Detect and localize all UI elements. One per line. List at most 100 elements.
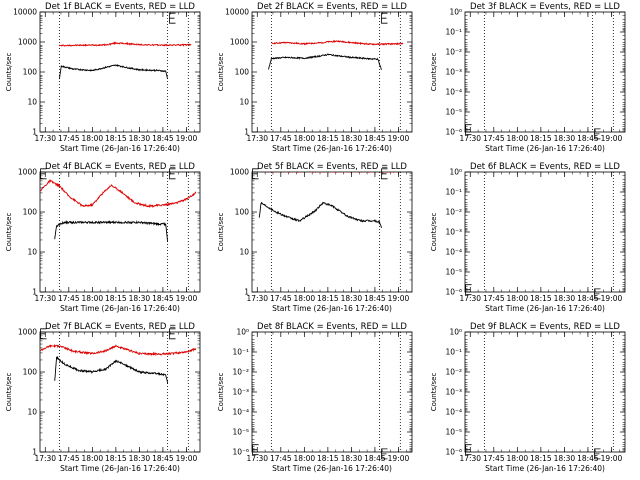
plot-frame [464,331,626,453]
x-tick-label: 18:45 [364,134,386,143]
x-tick-label: 18:45 [364,454,386,463]
y-tick-label: 1000 [18,168,37,177]
y-tick-label: 10 [239,248,249,257]
x-tick-label: 18:15 [105,294,127,303]
e-marker [465,284,472,296]
x-tick-label: 18:00 [82,134,104,143]
x-tick-label: 18:45 [152,294,174,303]
y-tick-label: 100 [23,368,38,377]
x-tick-label: 18:30 [554,294,576,303]
x-tick-label: 18:15 [317,134,339,143]
y-tick-label: 10000 [225,8,249,17]
e-marker [169,328,176,340]
x-tick-label: 18:00 [294,134,316,143]
y-tick-label: 10⁰ [449,168,462,177]
e-marker [169,168,176,180]
y-tick-label: 1 [32,448,37,457]
panel-title: Det 8f BLACK = Events, RED = LLD [257,322,407,332]
plot-frame [39,11,201,133]
x-axis-label: Start Time (26-Jan-16 17:26:40) [485,304,605,313]
x-tick-label: 17:30 [459,294,481,303]
x-tick-label: 18:45 [577,134,599,143]
y-tick-label: 100 [23,208,38,217]
y-tick-label: 1 [32,288,37,297]
y-tick-label: 10 [239,98,249,107]
x-tick-label: 18:30 [129,294,151,303]
panel-title: Det 5f BLACK = Events, RED = LLD [257,162,407,172]
y-tick-label: 10⁻⁵ [445,428,462,437]
panel-7: Det 7f BLACK = Events, RED = LLD 1 10 100 10… [5,322,201,473]
x-tick-label: 18:45 [577,454,599,463]
y-axis-label: Counts/sec [217,373,225,412]
x-tick-label: 17:45 [58,294,80,303]
e-marker [465,444,472,456]
plot-frame [251,331,413,453]
x-tick-label: 19:00 [176,454,198,463]
e-marker [252,168,259,180]
x-tick-label: 18:15 [317,454,339,463]
y-tick-label: 100 [235,208,250,217]
y-tick-label: 10⁰ [236,328,249,337]
y-tick-label: 10⁻⁴ [232,408,249,417]
x-tick-label: 19:00 [601,454,623,463]
plot-frame [39,171,201,293]
panel-title: Det 2f BLACK = Events, RED = LLD [257,2,407,12]
x-tick-label: 17:45 [483,134,505,143]
y-tick-label: 10⁻⁴ [445,408,462,417]
plot-frame [251,171,413,293]
y-tick-label: 10⁻³ [445,388,462,397]
panel-title: Det 7f BLACK = Events, RED = LLD [45,322,195,332]
y-tick-label: 10⁻⁴ [445,88,462,97]
series-line-black [54,219,169,242]
x-tick-label: 18:30 [554,134,576,143]
x-tick-label: 17:30 [34,454,56,463]
panel-6: Det 6f BLACK = Events, RED = LLD 10⁻⁶ 10⁻⁵… [430,162,626,313]
y-tick-label: 10⁻¹ [445,348,462,357]
x-tick-label: 17:45 [483,454,505,463]
x-tick-label: 18:30 [341,294,363,303]
y-tick-label: 10⁻¹ [445,188,462,197]
x-tick-label: 18:30 [129,134,151,143]
series-line-black [258,201,382,229]
x-tick-label: 19:00 [388,294,410,303]
x-tick-label: 17:45 [483,294,505,303]
x-axis-label: Start Time (26-Jan-16 17:26:40) [272,464,392,473]
panel-title: Det 3f BLACK = Events, RED = LLD [470,2,620,12]
x-tick-label: 18:15 [317,294,339,303]
x-tick-label: 18:45 [577,294,599,303]
x-tick-label: 18:00 [82,294,104,303]
x-tick-label: 18:00 [507,454,529,463]
x-tick-label: 18:30 [554,454,576,463]
panel-1: Det 1f BLACK = Events, RED = LLD 1 10 100 10… [5,2,201,153]
panel-title: Det 6f BLACK = Events, RED = LLD [470,162,620,172]
x-axis-label: Start Time (26-Jan-16 17:26:40) [485,464,605,473]
x-tick-label: 18:45 [364,294,386,303]
y-tick-label: 10⁻³ [445,68,462,77]
y-tick-label: 1000 [230,38,249,47]
y-tick-label: 10⁰ [449,8,462,17]
y-axis-label: Counts/sec [5,373,13,412]
x-tick-label: 17:45 [270,454,292,463]
panel-8: Det 8f BLACK = Events, RED = LLD 10⁻⁶ 10⁻⁵… [217,322,413,473]
y-tick-label: 10⁻⁵ [445,268,462,277]
y-tick-label: 1000 [18,328,37,337]
x-tick-label: 18:15 [530,294,552,303]
y-tick-label: 10⁻¹ [445,28,462,37]
x-tick-label: 18:15 [105,134,127,143]
e-marker [381,448,388,460]
x-tick-label: 17:45 [270,294,292,303]
y-tick-label: 10⁻² [232,368,249,377]
x-tick-label: 18:15 [105,454,127,463]
y-tick-label: 10⁻⁵ [232,428,249,437]
series-line-black [268,53,382,70]
x-tick-label: 17:30 [246,454,268,463]
plot-frame [251,11,413,133]
y-tick-label: 10⁻⁶ [445,448,462,457]
y-axis-label: Counts/sec [217,53,225,92]
x-axis-label: Start Time (26-Jan-16 17:26:40) [272,144,392,153]
x-tick-label: 18:00 [294,454,316,463]
plot-frame [39,331,201,453]
panel-9: Det 9f BLACK = Events, RED = LLD 10⁻⁶ 10⁻⁵… [430,322,626,473]
y-tick-label: 10⁰ [449,328,462,337]
y-tick-label: 1 [244,288,249,297]
